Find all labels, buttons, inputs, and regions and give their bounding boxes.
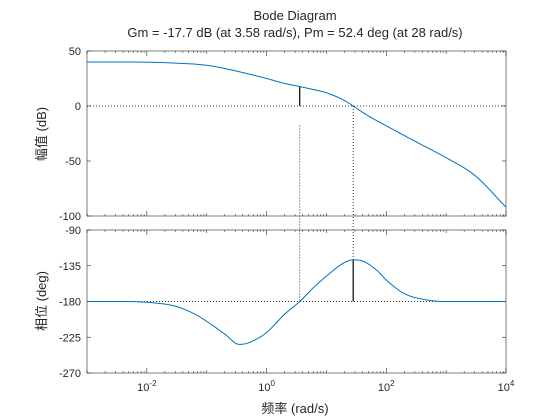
x-tick-label-exponent: 4 (510, 379, 515, 388)
x-axis-label: 频率 (rad/s) (261, 401, 328, 416)
x-tick-label-exponent: 2 (390, 379, 395, 388)
phase-series-line (87, 259, 506, 345)
phase-y-tick-label: -135 (59, 261, 81, 273)
phase-y-tick-label: -225 (59, 332, 81, 344)
x-tick-label-base: 10 (498, 382, 510, 394)
magnitude-y-tick-label: 0 (75, 101, 81, 113)
x-tick-label: 100 (258, 379, 275, 394)
magnitude-y-tick-label: -50 (65, 156, 81, 168)
magnitude-y-axis-label: 幅值 (dB) (34, 107, 49, 161)
phase-y-axis-label: 相位 (deg) (34, 271, 49, 331)
phase-y-tick-label: -90 (65, 225, 81, 237)
x-tick-label-base: 10 (137, 382, 149, 394)
magnitude-y-tick-label: -100 (59, 211, 81, 223)
x-tick-label-exponent: -2 (149, 379, 157, 388)
x-tick-label: 102 (378, 379, 395, 394)
magnitude-series-line (87, 61, 507, 208)
x-tick-label: 10-2 (137, 379, 157, 394)
x-tick-label-base: 10 (378, 382, 390, 394)
phase-y-tick-label: -180 (59, 297, 81, 309)
chart-subtitle: Gm = -17.7 dB (at 3.58 rad/s), Pm = 52.4… (127, 25, 462, 40)
phase-y-tick-label: -270 (59, 368, 81, 380)
chart-title: Bode Diagram (253, 8, 336, 23)
x-tick-label-exponent: 0 (270, 379, 275, 388)
magnitude-axes-box (86, 50, 507, 217)
magnitude-y-tick-label: 50 (69, 46, 81, 58)
x-tick-label: 104 (498, 379, 515, 394)
x-tick-label-base: 10 (258, 382, 270, 394)
